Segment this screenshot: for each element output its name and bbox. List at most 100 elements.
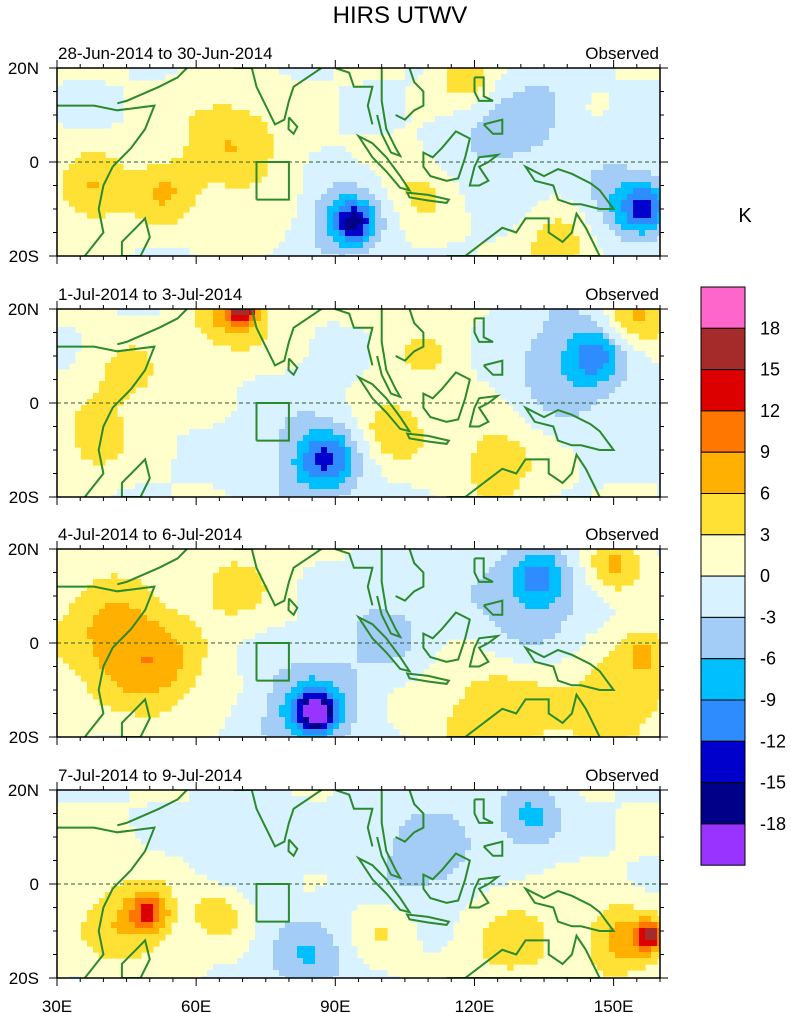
field-cell	[243, 128, 250, 135]
field-cell	[129, 495, 136, 497]
field-cell	[303, 477, 310, 484]
field-cell	[519, 399, 526, 406]
field-cell	[141, 357, 148, 364]
field-cell	[171, 471, 178, 478]
field-cell	[573, 248, 580, 255]
field-cell	[531, 146, 538, 153]
field-cell	[633, 230, 640, 237]
field-cell	[579, 351, 586, 358]
field-cell	[135, 188, 142, 195]
field-cell	[213, 423, 220, 430]
field-cell	[117, 200, 124, 207]
field-cell	[279, 423, 286, 430]
field-cell	[429, 248, 436, 255]
field-cell	[219, 477, 226, 484]
field-cell	[591, 441, 598, 448]
field-cell	[369, 495, 376, 497]
field-cell	[123, 206, 130, 213]
field-cell	[525, 399, 532, 406]
field-cell	[297, 465, 304, 472]
field-cell	[471, 351, 478, 358]
field-cell	[309, 639, 316, 646]
field-cell	[555, 639, 562, 646]
field-cell	[165, 218, 172, 225]
field-cell	[267, 633, 274, 640]
field-cell	[417, 573, 424, 580]
field-cell	[345, 489, 352, 496]
field-cell	[249, 399, 256, 406]
field-cell	[555, 567, 562, 574]
field-cell	[411, 633, 418, 640]
field-cell	[315, 254, 322, 256]
field-cell	[627, 423, 634, 430]
field-cell	[147, 633, 154, 640]
field-cell	[357, 609, 364, 616]
field-cell	[423, 351, 430, 358]
field-cell	[231, 158, 238, 165]
field-cell	[525, 152, 532, 159]
field-cell	[177, 633, 184, 640]
field-cell	[633, 188, 640, 195]
field-cell	[249, 411, 256, 418]
field-cell	[651, 381, 658, 388]
field-cell	[603, 381, 610, 388]
field-cell	[441, 579, 448, 586]
field-cell	[513, 68, 520, 75]
field-cell	[135, 206, 142, 213]
field-cell	[339, 242, 346, 249]
coastline	[482, 359, 504, 376]
field-cell	[375, 128, 382, 135]
field-cell	[237, 441, 244, 448]
field-cell	[525, 80, 532, 87]
field-cell	[573, 80, 580, 87]
field-cell	[621, 182, 628, 189]
field-cell	[603, 170, 610, 177]
field-cell	[567, 369, 574, 376]
field-cell	[579, 140, 586, 147]
field-cell	[489, 585, 496, 592]
field-cell	[453, 68, 460, 75]
field-cell	[513, 453, 520, 460]
field-cell	[561, 315, 568, 322]
field-cell	[465, 170, 472, 177]
field-cell	[537, 104, 544, 111]
field-cell	[309, 164, 316, 171]
field-cell	[399, 621, 406, 628]
field-cell	[381, 417, 388, 424]
field-cell	[339, 621, 346, 628]
field-cell	[87, 170, 94, 177]
field-cell	[393, 242, 400, 249]
field-cell	[345, 639, 352, 646]
field-cell	[207, 453, 214, 460]
field-cell	[495, 495, 502, 497]
field-cell	[555, 309, 562, 316]
field-cell	[255, 459, 262, 466]
field-cell	[111, 381, 118, 388]
field-cell	[399, 591, 406, 598]
field-cell	[483, 152, 490, 159]
field-cell	[339, 86, 346, 93]
field-cell	[351, 633, 358, 640]
field-cell	[81, 98, 88, 105]
field-cell	[195, 182, 202, 189]
field-cell	[627, 435, 634, 442]
field-cell	[75, 176, 82, 183]
field-cell	[105, 116, 112, 123]
field-cell	[621, 224, 628, 231]
field-cell	[63, 122, 70, 129]
field-cell	[645, 170, 652, 177]
field-cell	[141, 375, 148, 382]
field-cell	[651, 471, 658, 478]
field-cell	[93, 80, 100, 87]
field-cell	[513, 573, 520, 580]
field-cell	[537, 555, 544, 562]
field-cell	[423, 188, 430, 195]
field-cell	[477, 128, 484, 135]
field-cell	[621, 92, 628, 99]
field-cell	[579, 345, 586, 352]
field-cell	[315, 242, 322, 249]
field-cell	[303, 369, 310, 376]
field-cell	[279, 411, 286, 418]
field-cell	[87, 429, 94, 436]
field-cell	[303, 375, 310, 382]
